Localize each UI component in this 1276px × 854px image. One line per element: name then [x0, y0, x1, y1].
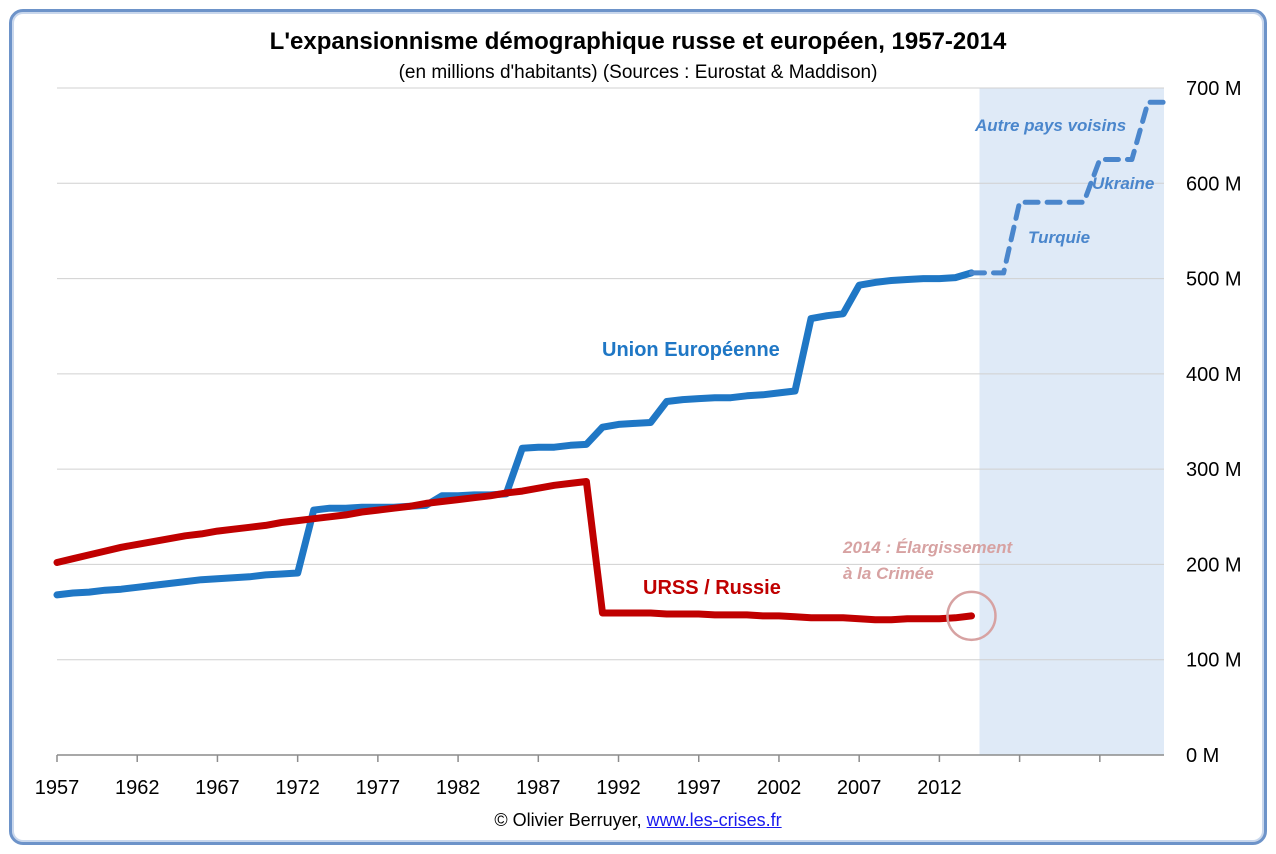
label-crimea-line1: 2014 : Élargissement — [842, 538, 1013, 557]
y-tick-label: 100 M — [1186, 650, 1242, 672]
series-line-0 — [53, 269, 975, 599]
x-tick-label: 1982 — [436, 777, 481, 799]
label-union-europeenne: Union Européenne — [602, 339, 780, 361]
label-ukraine: Ukraine — [1092, 174, 1154, 193]
chart-subtitle: (en millions d'habitants) (Sources : Eur… — [398, 62, 878, 83]
label-urss-russie: URSS / Russie — [643, 577, 781, 599]
x-tick-label: 2002 — [757, 777, 802, 799]
y-tick-label: 700 M — [1186, 78, 1242, 100]
x-tick-label: 1957 — [35, 777, 80, 799]
y-tick-label: 400 M — [1186, 364, 1242, 386]
crimea-circle — [946, 590, 997, 642]
chart-footer: © Olivier Berruyer, www.les-crises.fr — [0, 810, 1276, 831]
y-tick-label: 600 M — [1186, 173, 1242, 195]
x-tick-label: 1972 — [275, 777, 320, 799]
x-tick-label: 2007 — [837, 777, 882, 799]
x-tick-label: 2012 — [917, 777, 962, 799]
x-tick-label: 1987 — [516, 777, 561, 799]
footer-link[interactable]: www.les-crises.fr — [646, 810, 782, 830]
series-line-1 — [969, 99, 1167, 276]
label-autres-pays: Autre pays voisins — [974, 116, 1126, 135]
label-crimea-line2: à la Crimée — [843, 564, 934, 583]
chart-title: L'expansionnisme démographique russe et … — [269, 28, 1007, 55]
y-tick-label: 200 M — [1186, 554, 1242, 576]
y-tick-label: 0 M — [1186, 745, 1219, 767]
projection-band — [979, 88, 1164, 755]
x-tick-label: 1992 — [596, 777, 641, 799]
y-tick-label: 300 M — [1186, 459, 1242, 481]
footer-author: © Olivier Berruyer, — [494, 810, 642, 830]
y-tick-label: 500 M — [1186, 269, 1242, 291]
x-tick-label: 1977 — [356, 777, 401, 799]
series-line-2 — [53, 478, 975, 624]
x-tick-label: 1997 — [676, 777, 721, 799]
label-turquie: Turquie — [1028, 228, 1090, 247]
x-tick-label: 1967 — [195, 777, 240, 799]
x-tick-label: 1962 — [115, 777, 160, 799]
